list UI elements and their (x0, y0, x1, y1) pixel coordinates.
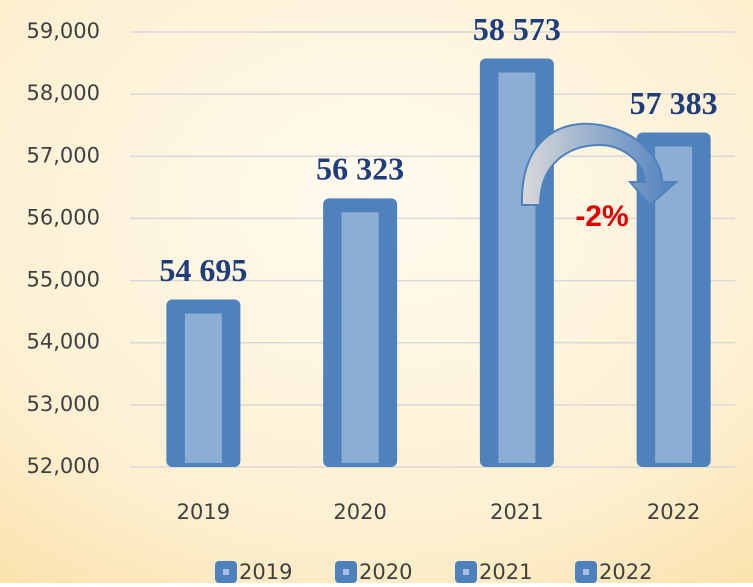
x-tick-label: 2019 (177, 500, 230, 524)
y-tick-label: 54,000 (27, 330, 100, 354)
y-tick-label: 59,000 (27, 19, 100, 43)
value-label: 57 383 (630, 85, 718, 121)
legend-label: 2020 (359, 560, 412, 583)
annotation: -2% (575, 200, 628, 233)
y-tick-label: 57,000 (27, 143, 100, 167)
legend-swatch-inner (223, 569, 229, 575)
bar-inner (341, 212, 379, 463)
legend-swatch-inner (583, 569, 589, 575)
bar (166, 299, 241, 467)
y-tick-label: 56,000 (27, 205, 100, 229)
legend-label: 2019 (239, 560, 292, 583)
value-label: 54 695 (159, 252, 247, 288)
legend-label: 2021 (479, 560, 532, 583)
legend-label: 2022 (599, 560, 652, 583)
y-tick-label: 58,000 (27, 81, 100, 105)
x-tick-label: 2020 (333, 500, 386, 524)
bar-inner (498, 72, 536, 463)
bar-inner (655, 146, 693, 464)
change-arrow (520, 122, 679, 207)
value-label: 56 323 (316, 151, 404, 187)
x-tick-label: 2022 (647, 500, 700, 524)
bar (636, 132, 711, 468)
legend-swatch-inner (463, 569, 469, 575)
x-tick-label: 2021 (490, 500, 543, 524)
value-label: 58 573 (473, 11, 561, 47)
y-tick-label: 53,000 (27, 392, 100, 416)
bar (323, 198, 398, 467)
y-tick-label: 52,000 (27, 454, 100, 478)
bar-inner (184, 313, 222, 463)
legend-swatch-inner (343, 569, 349, 575)
y-tick-label: 55,000 (27, 268, 100, 292)
